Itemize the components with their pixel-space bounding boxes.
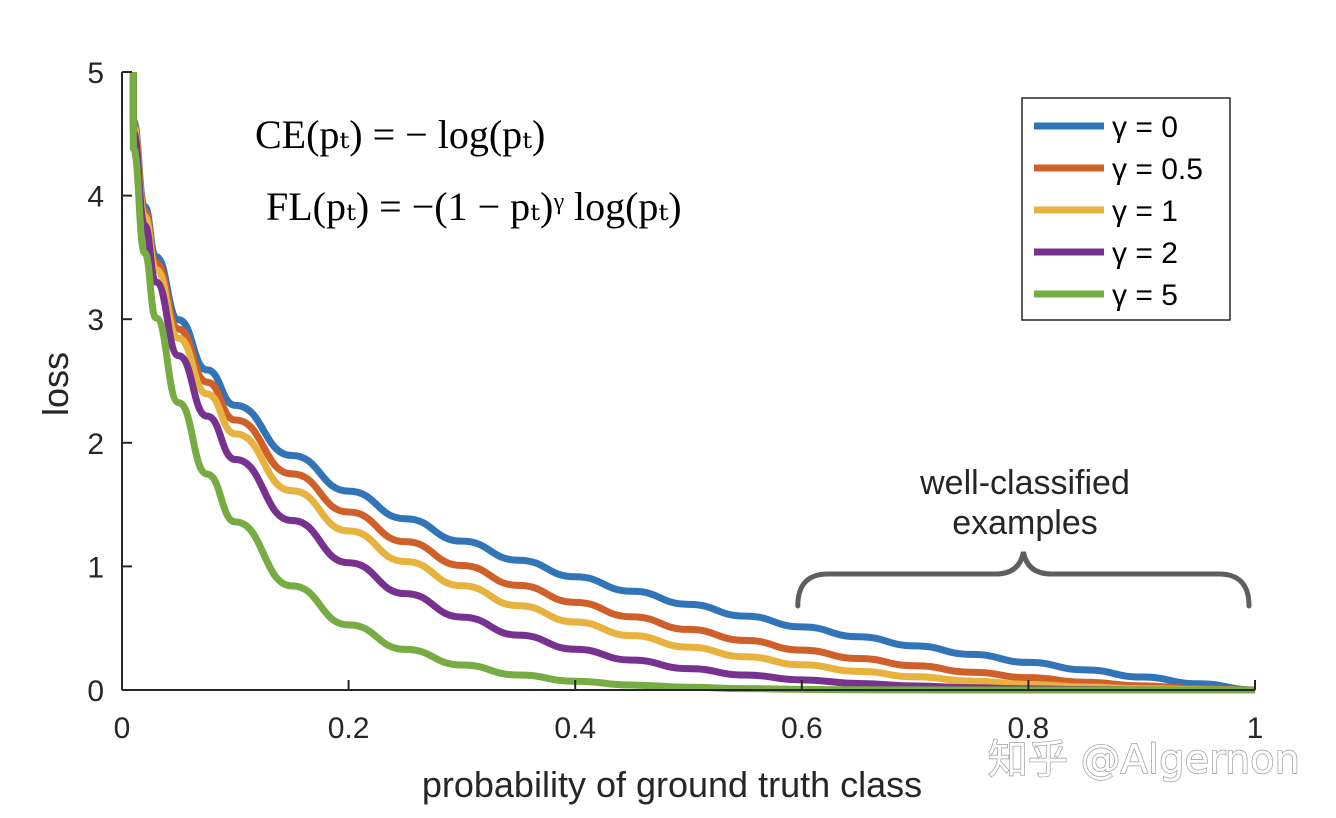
y-tick-label-0: 0: [87, 675, 104, 708]
series-layer: [129, 72, 1256, 694]
ticks: 0 0.2 0.4 0.6 0.8 1 0 1 2 3 4 5: [87, 57, 1263, 745]
legend-items: γ = 0 γ = 0.5 γ = 1 γ = 2 γ = 5: [1034, 111, 1203, 312]
x-axis-label: probability of ground truth class: [422, 764, 922, 805]
legend-label-3: γ = 2: [1112, 237, 1178, 270]
x-tick-label-3: 0.6: [781, 712, 823, 745]
legend-label-2: γ = 1: [1112, 195, 1178, 228]
y-tick-label-3: 3: [87, 304, 104, 337]
x-tick-label-4: 0.8: [1008, 712, 1050, 745]
x-tick-label-5: 1: [1247, 712, 1264, 745]
y-tick-label-4: 4: [87, 181, 104, 214]
ce-formula: CE(pₜ) = − log(pₜ): [255, 112, 545, 157]
curly-brace: [795, 551, 1252, 609]
x-tick-label-2: 0.4: [554, 712, 596, 745]
fl-formula: FL(pₜ) = −(1 − pₜ)ᵞ log(pₜ): [266, 184, 682, 229]
well-classified-bracket: well-classified examples: [795, 464, 1252, 609]
watermark: 知乎 @Algernon: [988, 737, 1300, 783]
bracket-label-line1: well-classified: [919, 464, 1130, 502]
y-tick-label-5: 5: [87, 57, 104, 90]
y-axis-label: loss: [35, 352, 76, 416]
x-tick-label-1: 0.2: [328, 712, 370, 745]
legend-label-4: γ = 5: [1112, 279, 1178, 312]
legend: γ = 0 γ = 0.5 γ = 1 γ = 2 γ = 5: [1021, 97, 1231, 321]
series-line-0: [129, 72, 1256, 694]
legend-label-0: γ = 0: [1112, 111, 1178, 144]
legend-label-1: γ = 0.5: [1112, 153, 1203, 186]
y-tick-label-2: 2: [87, 428, 104, 461]
axes: [121, 72, 1255, 691]
x-tick-label-0: 0: [114, 712, 131, 745]
series-line-2: [129, 72, 1256, 694]
bracket-label-line2: examples: [952, 504, 1098, 542]
y-tick-label-1: 1: [87, 551, 104, 584]
